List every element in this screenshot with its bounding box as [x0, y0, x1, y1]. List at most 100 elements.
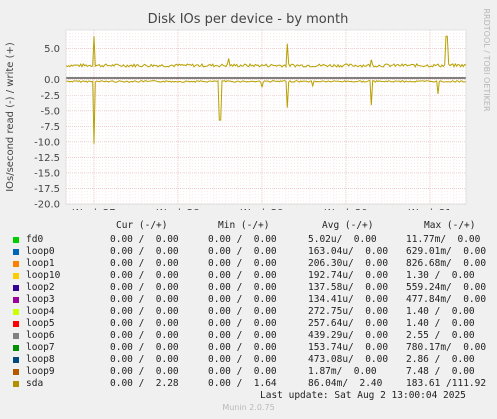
legend-max: 2.55 / 0.00 — [406, 330, 475, 341]
legend-cur: 0.00 / 0.00 — [110, 354, 179, 365]
legend-min: 0.00 / 0.00 — [208, 282, 277, 293]
legend-min: 0.00 / 0.00 — [208, 294, 277, 305]
y-tick-label: 0.0 — [44, 75, 60, 86]
legend-swatch — [13, 285, 19, 291]
legend-cur: 0.00 / 0.00 — [110, 330, 179, 341]
legend-min: 0.00 / 0.00 — [208, 246, 277, 257]
y-tick-label: -17.5 — [34, 184, 60, 195]
y-tick-label: -2.5 — [40, 91, 60, 102]
legend-name: loop10 — [26, 270, 61, 281]
legend-min: 0.00 / 0.00 — [208, 318, 277, 329]
series-line-sda-write — [65, 35, 467, 69]
y-tick-label: -15.0 — [34, 168, 60, 179]
legend-swatch — [13, 273, 19, 279]
x-tick-label: Week 30 — [324, 208, 367, 210]
legend-row-loop8: loop8 0.00 / 0.00 0.00 / 0.00 473.08u/ 0.00… — [0, 354, 497, 366]
legend-max: 1.30 / 0.00 — [406, 270, 475, 281]
legend-max: 559.24m/ 0.00 — [406, 282, 487, 293]
legend-header: Cur (-/+) Min (-/+) Avg (-/+) Max (-/+) — [0, 220, 497, 232]
x-tick-label: Week 28 — [156, 208, 199, 210]
legend-min: 0.00 / 0.00 — [208, 354, 277, 365]
disk-io-chart: 5.0 0.0 -2.5 -5.0 -7.5 -10.0 -12.5 -15.0 -17.5 -2… — [5, 8, 491, 210]
legend-avg: 5.02u/ 0.00 — [308, 234, 377, 245]
legend-avg: 272.75u/ 0.00 — [308, 306, 389, 317]
legend-swatch — [13, 309, 19, 315]
y-axis-label: IOs/second read (-) / write (+) — [5, 42, 16, 192]
chart-title: Disk IOs per device - by month — [148, 12, 349, 27]
legend-name: loop6 — [26, 330, 55, 341]
legend-row-loop0: loop0 0.00 / 0.00 0.00 / 0.00 163.04u/ 0.00… — [0, 246, 497, 258]
legend-avg: 1.87m/ 0.00 — [308, 366, 377, 377]
legend-avg: 163.04u/ 0.00 — [308, 246, 389, 257]
legend-min: 0.00 / 0.00 — [208, 330, 277, 341]
legend-max: 2.86 / 0.00 — [406, 354, 475, 365]
x-tick-label: Week 27 — [72, 208, 115, 210]
legend-name: loop4 — [26, 306, 55, 317]
last-update-text: Last update: Sat Aug 2 13:00:04 2025 — [260, 390, 466, 401]
legend-name: loop0 — [26, 246, 55, 257]
legend-max: 826.68m/ 0.00 — [406, 258, 487, 269]
legend-name: loop1 — [26, 258, 55, 269]
legend-row-fd0: fd0 0.00 / 0.00 0.00 / 0.00 5.02u/ 0.00 11.7… — [0, 234, 497, 246]
legend-cur: 0.00 / 0.00 — [110, 306, 179, 317]
legend-avg: 439.29u/ 0.00 — [308, 330, 389, 341]
legend-name: loop9 — [26, 366, 55, 377]
legend-max: 1.40 / 0.00 — [406, 318, 475, 329]
legend-name: loop7 — [26, 342, 55, 353]
y-tick-label: -20.0 — [34, 200, 60, 211]
side-label: RRDTOOL / TOBI OETIKER — [482, 8, 491, 111]
legend-cur: 0.00 / 0.00 — [110, 342, 179, 353]
legend-name: fd0 — [26, 234, 44, 245]
legend-row-loop9: loop9 0.00 / 0.00 0.00 / 0.00 1.87m/ 0.00 7.… — [0, 366, 497, 378]
legend-row-loop4: loop4 0.00 / 0.00 0.00 / 0.00 272.75u/ 0.00… — [0, 306, 497, 318]
legend-name: loop3 — [26, 294, 55, 305]
legend-min: 0.00 / 0.00 — [208, 270, 277, 281]
x-tick-label: Week 29 — [240, 208, 283, 210]
header-avg: Avg (-/+) — [322, 220, 374, 231]
y-tick-label: -7.5 — [40, 122, 60, 133]
header-cur: Cur (-/+) — [116, 220, 168, 231]
plot-frame — [65, 29, 467, 205]
legend-min: 0.00 / 0.00 — [208, 366, 277, 377]
series-line-sda-read — [65, 79, 467, 144]
legend-max: 11.77m/ 0.00 — [406, 234, 481, 245]
series-lines — [65, 35, 467, 144]
legend-row-loop3: loop3 0.00 / 0.00 0.00 / 0.00 134.41u/ 0.00… — [0, 294, 497, 306]
legend-row-loop2: loop2 0.00 / 0.00 0.00 / 0.00 137.58u/ 0.00… — [0, 282, 497, 294]
legend-cur: 0.00 / 2.28 — [110, 378, 179, 389]
legend-row-sda: sda 0.00 / 2.28 0.00 / 1.64 86.04m/ 2.40 183… — [0, 378, 497, 390]
footer: Munin 2.0.75 — [222, 403, 275, 412]
legend-avg: 257.64u/ 0.00 — [308, 318, 389, 329]
legend-cur: 0.00 / 0.00 — [110, 234, 179, 245]
legend-row-loop6: loop6 0.00 / 0.00 0.00 / 0.00 439.29u/ 0.00… — [0, 330, 497, 342]
legend-swatch — [13, 345, 19, 351]
legend-cur: 0.00 / 0.00 — [110, 258, 179, 269]
legend-swatch — [13, 249, 19, 255]
legend-swatch — [13, 381, 19, 387]
y-tick-label: 5.0 — [44, 44, 60, 55]
legend-name: sda — [26, 378, 44, 389]
header-max: Max (-/+) — [424, 220, 476, 231]
legend-swatch — [13, 261, 19, 267]
legend-avg: 473.08u/ 0.00 — [308, 354, 389, 365]
legend-max: 183.61 /111.92 — [406, 378, 487, 389]
y-tick-label: -10.0 — [34, 137, 60, 148]
legend-name: loop8 — [26, 354, 55, 365]
legend-cur: 0.00 / 0.00 — [110, 282, 179, 293]
legend-max: 7.48 / 0.00 — [406, 366, 475, 377]
legend-min: 0.00 / 0.00 — [208, 342, 277, 353]
legend-min: 0.00 / 1.64 — [208, 378, 277, 389]
legend-avg: 137.58u/ 0.00 — [308, 282, 389, 293]
legend-cur: 0.00 / 0.00 — [110, 366, 179, 377]
x-tick-labels: Week 27 Week 28 Week 29 Week 30 Week 31 — [72, 208, 451, 210]
legend-swatch — [13, 333, 19, 339]
legend-max: 629.01m/ 0.00 — [406, 246, 487, 257]
legend-min: 0.00 / 0.00 — [208, 234, 277, 245]
y-tick-label: -5.0 — [40, 106, 60, 117]
y-tick-labels: 5.0 0.0 -2.5 -5.0 -7.5 -10.0 -12.5 -15.0 -17.5 -2… — [34, 44, 60, 210]
legend-swatch — [13, 297, 19, 303]
legend-row-loop1: loop1 0.00 / 0.00 0.00 / 0.00 206.30u/ 0.00… — [0, 258, 497, 270]
legend-name: loop5 — [26, 318, 55, 329]
legend-swatch — [13, 321, 19, 327]
legend-cur: 0.00 / 0.00 — [110, 294, 179, 305]
